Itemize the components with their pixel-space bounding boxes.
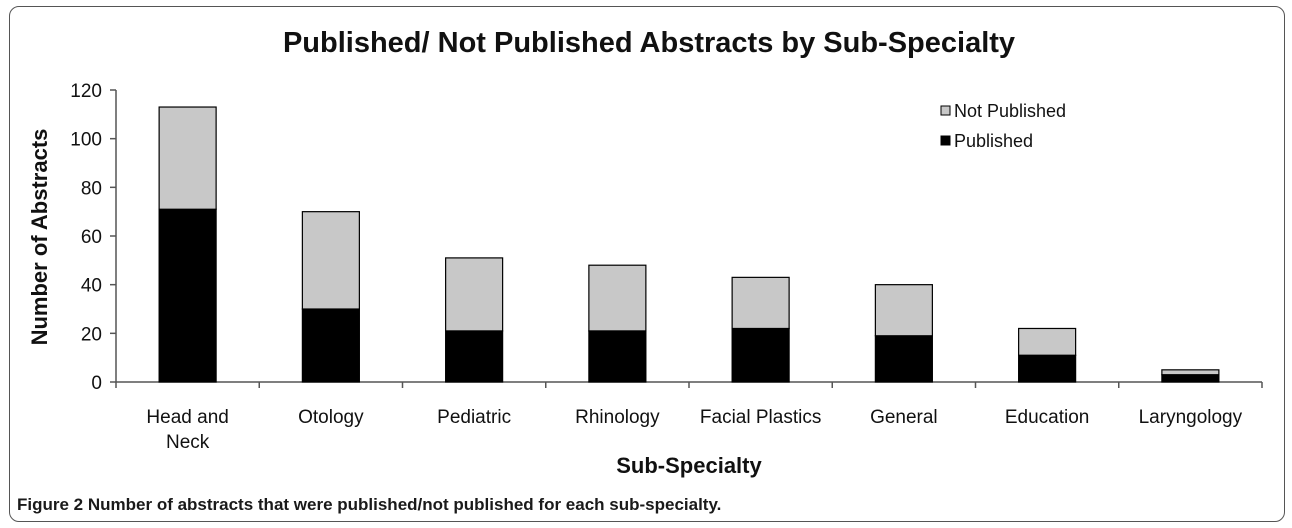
figure-caption: Figure 2 Number of abstracts that were p… (17, 495, 721, 515)
x-tick-label: Otology (298, 407, 364, 428)
y-tick-label: 120 (70, 81, 102, 102)
x-axis-label: Sub-Specialty (616, 453, 762, 478)
legend-label: Not Published (954, 101, 1066, 121)
x-tick-label: Laryngology (1139, 407, 1243, 428)
y-tick-label: 20 (81, 324, 102, 345)
x-tick-label: Rhinology (575, 407, 660, 428)
figure-frame (9, 6, 1285, 522)
bar-not-published (445, 257, 504, 332)
bar-published (301, 308, 360, 383)
x-tick-label: Head and (146, 407, 228, 428)
y-tick-label: 40 (81, 276, 102, 297)
bar-published (445, 330, 504, 383)
legend-swatch (940, 105, 951, 116)
bar-published (158, 208, 217, 383)
bar-not-published (731, 276, 790, 330)
x-tick-label: Pediatric (437, 407, 511, 428)
bar-published (588, 330, 647, 383)
caption-text: Number of abstracts that were published/… (87, 495, 722, 514)
x-tick-label: General (870, 407, 938, 428)
legend-swatch (940, 135, 951, 146)
x-tick-label: Facial Plastics (700, 407, 821, 428)
y-tick-label: 0 (91, 373, 102, 394)
y-tick-label: 100 (70, 130, 102, 151)
bar-published (874, 335, 933, 383)
bar-not-published (874, 284, 933, 337)
bar-not-published (1161, 369, 1220, 376)
chart-title: Published/ Not Published Abstracts by Su… (283, 27, 1015, 59)
bar-published (1161, 374, 1220, 383)
y-tick-label: 80 (81, 178, 102, 199)
bar-not-published (588, 264, 647, 332)
y-tick-label: 60 (81, 227, 102, 248)
bar-published (731, 327, 790, 383)
bar-not-published (301, 211, 360, 310)
bar-published (1018, 354, 1077, 383)
bar-not-published (1018, 327, 1077, 356)
x-tick-label: Education (1005, 407, 1090, 428)
x-tick-label: Neck (166, 432, 210, 453)
y-axis-label: Number of Abstracts (27, 129, 52, 346)
caption-label: Figure 2 (17, 495, 84, 514)
bar-not-published (158, 106, 217, 210)
legend-label: Published (954, 131, 1033, 151)
